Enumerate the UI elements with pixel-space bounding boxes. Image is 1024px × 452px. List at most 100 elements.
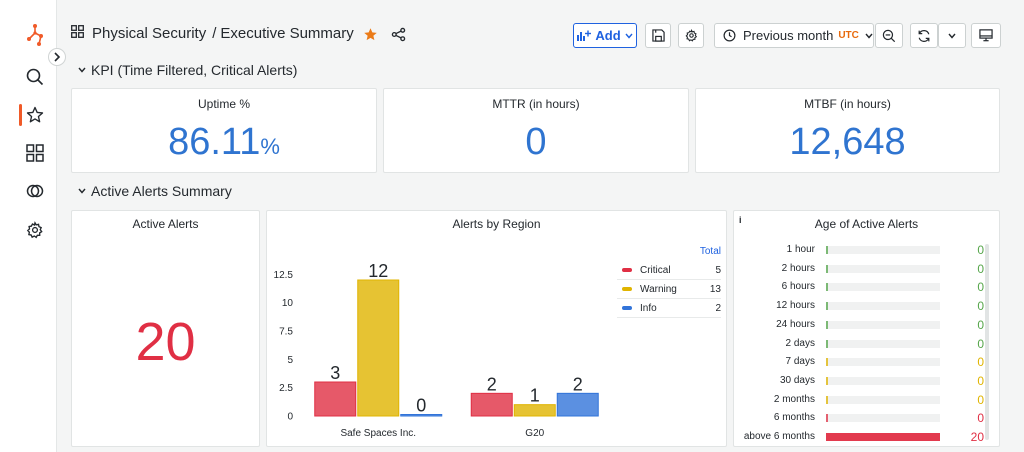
bar-value-label: 2 — [573, 374, 583, 394]
age-of-alerts-panel[interactable]: i Age of Active Alerts 1 hour 0 2 hours 0 6 … — [733, 210, 1000, 447]
dashboard-grid-icon — [71, 25, 84, 42]
age-gauge-fill — [826, 433, 940, 441]
y-tick-label: 10 — [282, 298, 294, 309]
legend-total-header[interactable]: Total — [699, 246, 721, 257]
time-range-picker[interactable]: Previous month UTC — [714, 23, 874, 48]
age-gauge-fill — [826, 302, 828, 311]
age-gauge-value: 20 — [970, 430, 984, 444]
x-category-label: G20 — [525, 428, 544, 439]
age-gauge-row: above 6 months 20 — [734, 429, 1001, 447]
row-header-alerts[interactable]: Active Alerts Summary — [78, 183, 232, 199]
chart-legend: Total Critical 5 Warning 13 Info 2 — [617, 243, 721, 318]
age-gauge-label: 6 hours — [781, 281, 815, 293]
age-gauge-row: 2 months 0 — [734, 392, 1001, 410]
row-title-alerts: Active Alerts Summary — [91, 183, 232, 199]
alerts-by-region-panel[interactable]: Alerts by Region 0 2.5 5 7.5 10 12.5 3 12 0 Safe … — [266, 210, 727, 447]
panel-title: Alerts by Region — [452, 217, 541, 231]
legend-label: Info — [640, 302, 657, 314]
active-indicator — [19, 104, 22, 126]
save-icon — [651, 29, 665, 42]
info-icon[interactable]: i — [739, 215, 742, 225]
bar — [513, 404, 556, 417]
age-gauge-row: 2 hours 0 — [734, 261, 1001, 279]
row-header-kpi[interactable]: KPI (Time Filtered, Critical Alerts) — [78, 62, 297, 78]
search-icon[interactable] — [22, 64, 48, 90]
age-gauge-fill — [826, 358, 828, 367]
y-tick-label: 5 — [287, 355, 293, 366]
row-title-kpi: KPI (Time Filtered, Critical Alerts) — [91, 62, 298, 78]
age-gauge-fill — [826, 283, 828, 292]
explore-icon[interactable] — [22, 178, 48, 204]
age-gauge-track — [826, 433, 940, 441]
age-gauge-value: 0 — [977, 317, 984, 332]
legend-total: 2 — [715, 302, 721, 314]
refresh-icon — [918, 29, 930, 42]
legend-total: 13 — [709, 283, 721, 295]
breadcrumb-folder[interactable]: Physical Security — [92, 25, 207, 42]
save-dashboard-button[interactable] — [645, 23, 671, 48]
mtbf-panel[interactable]: MTBF (in hours) 12,648 — [695, 88, 1000, 173]
uptime-stat: 86.11% — [72, 121, 376, 164]
age-gauge-track — [826, 358, 940, 367]
age-gauge-fill — [826, 376, 828, 385]
active-alerts-panel[interactable]: Active Alerts 20 — [71, 210, 260, 447]
uptime-panel[interactable]: Uptime % 86.11% — [71, 88, 377, 173]
clock-icon — [723, 29, 736, 42]
panel-title: MTTR (in hours) — [492, 97, 580, 111]
legend-swatch — [622, 306, 632, 310]
timezone-label: UTC — [838, 30, 859, 41]
age-gauge-track — [826, 395, 940, 404]
starred-icon[interactable] — [22, 102, 48, 128]
dashboard-toolbar: Physical Security / Executive Summary Ad… — [57, 16, 1024, 56]
scrollbar[interactable] — [985, 244, 989, 440]
legend-swatch — [622, 287, 632, 291]
time-range-label: Previous month — [743, 28, 834, 43]
age-gauge-row: 1 hour 0 — [734, 242, 1001, 260]
panel-title: MTBF (in hours) — [804, 97, 891, 111]
y-tick-label: 12.5 — [274, 270, 294, 281]
legend-item[interactable]: Info 2 — [617, 299, 721, 318]
age-gauge-label: 1 hour — [786, 244, 815, 255]
uptime-unit: % — [260, 134, 280, 159]
legend-item[interactable]: Warning 13 — [617, 280, 721, 299]
bar-value-label: 2 — [487, 374, 497, 394]
bar-value-label: 12 — [368, 261, 388, 281]
add-panel-icon — [577, 30, 592, 41]
age-gauge-track — [826, 320, 940, 329]
favorite-star-icon[interactable] — [363, 27, 378, 47]
age-gauge-value: 0 — [977, 280, 984, 295]
zoom-out-button[interactable] — [875, 23, 903, 48]
age-gauge-track — [826, 339, 940, 348]
share-icon[interactable] — [391, 27, 406, 47]
age-gauge-track — [826, 264, 940, 273]
dashboard-settings-button[interactable] — [678, 23, 704, 48]
mttr-panel[interactable]: MTTR (in hours) 0 — [383, 88, 689, 173]
age-gauge-row: 12 hours 0 — [734, 298, 1001, 316]
age-bar-gauge: 1 hour 0 2 hours 0 6 hours 0 12 hours 0 24 hours… — [734, 242, 1001, 448]
add-button[interactable]: Add — [573, 23, 637, 48]
add-button-label: Add — [595, 28, 621, 43]
bar-value-label: 3 — [330, 363, 340, 383]
age-gauge-label: 24 hours — [776, 318, 815, 330]
age-gauge-label: 6 months — [773, 412, 815, 424]
age-gauge-row: 7 days 0 — [734, 354, 1001, 372]
expand-sidebar-button[interactable] — [48, 48, 66, 66]
age-gauge-value: 0 — [977, 355, 984, 370]
legend-item[interactable]: Critical 5 — [617, 261, 721, 280]
tv-mode-button[interactable] — [971, 23, 1001, 48]
refresh-button[interactable] — [910, 23, 938, 48]
dashboards-icon[interactable] — [22, 140, 48, 166]
bar-value-label: 0 — [416, 396, 426, 416]
grafana-logo-icon[interactable] — [22, 22, 48, 48]
bar — [400, 414, 443, 417]
refresh-interval-dropdown[interactable] — [938, 23, 966, 48]
age-gauge-value: 0 — [977, 392, 984, 407]
age-gauge-fill — [826, 414, 828, 423]
age-gauge-label: 2 months — [773, 393, 815, 405]
legend-label: Warning — [640, 283, 677, 295]
dashboard-title[interactable]: Executive Summary — [220, 25, 354, 42]
age-gauge-value: 0 — [977, 243, 984, 257]
settings-icon[interactable] — [22, 217, 48, 243]
legend-total: 5 — [715, 264, 721, 276]
age-gauge-track — [826, 414, 940, 423]
